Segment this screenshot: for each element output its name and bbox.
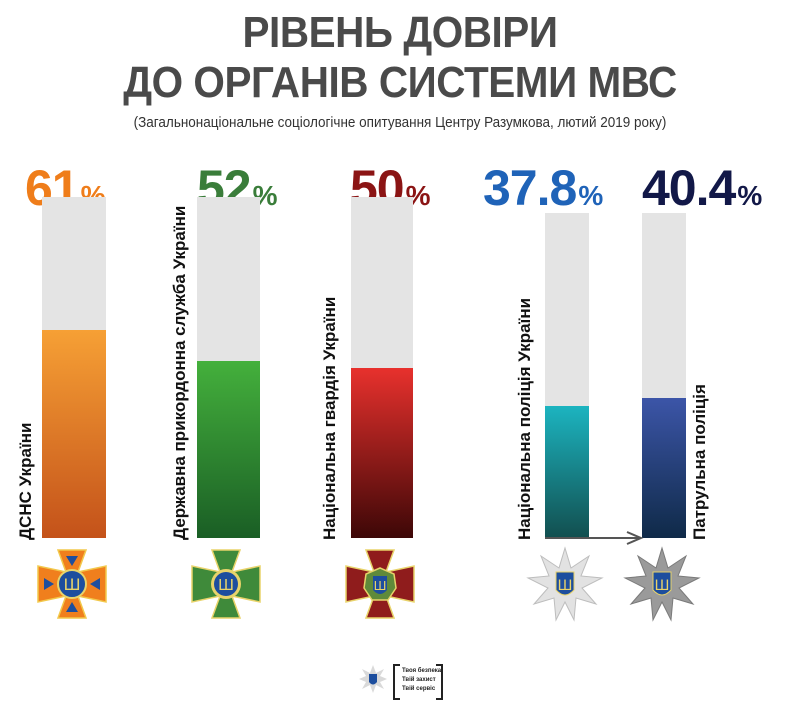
slogan-line-1: Твоя безпека (402, 668, 442, 674)
category-label-patrol-police: Патрульна поліція (690, 384, 709, 540)
border-guard-emblem-icon: Ш (191, 549, 261, 619)
bracket-right (436, 664, 443, 700)
value-label-national-police: 37.8% (483, 160, 603, 224)
patrol-police-emblem-icon: Ш (623, 546, 701, 622)
bar-track-border-guard (197, 197, 260, 538)
svg-text:Ш: Ш (374, 579, 387, 593)
page-title-line2: ДО ОРГАНІВ СИСТЕМИ МВС (123, 58, 677, 107)
police-slogan-logo: Твоя безпека Твій захист Твій сервіс (393, 664, 443, 700)
category-label-dsns: ДСНС України (16, 422, 35, 540)
bar-fill-national-guard (351, 368, 413, 538)
category-label-border-guard: Державна прикордонна служба України (170, 205, 189, 540)
svg-text:Ш: Ш (558, 578, 573, 594)
bar-fill-patrol-police (642, 398, 686, 538)
slogan-text: Твоя безпека Твій захист Твій сервіс (402, 667, 441, 694)
page-subtitle: (Загальнонаціональне соціологічне опитув… (133, 114, 667, 131)
police-star-logo-icon (359, 665, 387, 693)
bar-track-national-police (545, 213, 589, 538)
arrow-right-icon (545, 531, 644, 545)
page-title-line1: РІВЕНЬ ДОВІРИ (242, 8, 558, 57)
svg-text:Ш: Ш (218, 576, 234, 594)
bar-track-patrol-police (642, 213, 686, 538)
percent-sign: % (578, 180, 603, 211)
bar-fill-dsns (42, 330, 106, 538)
percent-sign: % (737, 180, 762, 211)
value-label-patrol-police: 40.4% (642, 160, 762, 224)
svg-text:Ш: Ш (63, 575, 80, 594)
bar-track-dsns (42, 197, 106, 538)
slogan-line-2: Твій захист (402, 677, 436, 683)
bar-fill-border-guard (197, 361, 260, 538)
national-guard-emblem-icon: Ш (345, 549, 415, 619)
national-police-emblem-icon: Ш (526, 546, 604, 622)
bracket-left (393, 664, 400, 700)
bar-fill-national-police (545, 406, 589, 538)
value-number: 37.8 (483, 160, 577, 216)
dsns-emblem-icon: Ш (37, 549, 107, 619)
value-number: 40.4 (642, 160, 736, 216)
category-label-national-police: Національна поліція України (515, 297, 534, 540)
svg-text:Ш: Ш (655, 578, 670, 594)
category-label-national-guard: Національна гвардія України (320, 296, 339, 540)
bar-track-national-guard (351, 197, 413, 538)
slogan-line-3: Твій сервіс (402, 686, 436, 692)
